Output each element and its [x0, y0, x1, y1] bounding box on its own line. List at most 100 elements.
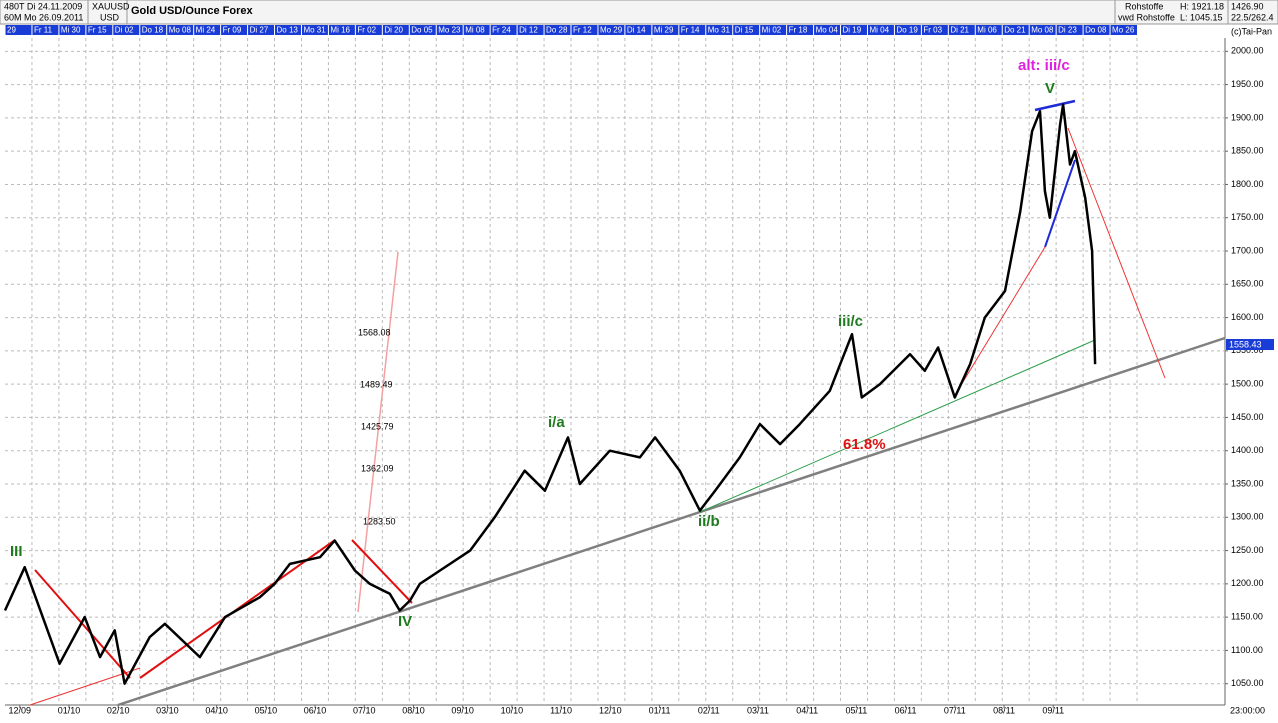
wave-label: ii/b [698, 513, 720, 530]
x-tick-label: 03/11 [747, 705, 769, 715]
fib-level: 1425.79 [361, 421, 394, 431]
fib-level: 1489.49 [360, 379, 393, 389]
price-box [1226, 339, 1274, 350]
group: Rohstoffe [1125, 1, 1163, 11]
y-tick-label: 1800.00 [1231, 179, 1264, 189]
fib-level: 1568.08 [358, 327, 391, 337]
date-label: Mo 08 [1031, 26, 1054, 35]
y-tick-label: 1050.00 [1231, 678, 1264, 688]
date-label: Fr 15 [88, 26, 107, 35]
y-tick-label: 1550.00 [1231, 345, 1264, 355]
x-tick-label: 07/10 [353, 705, 376, 715]
channel-line [1044, 159, 1076, 248]
arrow [351, 539, 413, 604]
date-label: Mo 26 [1112, 26, 1135, 35]
date-label: Di 27 [250, 26, 269, 35]
x-tick-label: 08/11 [993, 705, 1015, 715]
y-tick-label: 1450.00 [1231, 412, 1264, 422]
x-tick-label: 06/10 [304, 705, 327, 715]
date-label: Mo 23 [438, 26, 461, 35]
fib-level: 1283.50 [363, 516, 396, 526]
x-tick-label: 07/11 [944, 705, 966, 715]
interval: 60M Mo 26.09.2011 [4, 12, 83, 22]
date-label: Fr 02 [357, 26, 376, 35]
date-label: Do 08 [1085, 26, 1107, 35]
date-label: Mo 08 [169, 26, 192, 35]
wave-label: alt: iii/c [1018, 57, 1070, 74]
x-tick-label: 08/10 [402, 705, 425, 715]
date-label: Fr 09 [223, 26, 242, 35]
y-tick-label: 1600.00 [1231, 312, 1264, 322]
date-label: Do 18 [142, 26, 164, 35]
y-tick-label: 1950.00 [1231, 79, 1264, 89]
arrow [34, 569, 131, 679]
trend-line [1067, 127, 1166, 379]
y-tick-label: 1700.00 [1231, 245, 1264, 255]
date-label: Di 12 [519, 26, 538, 35]
x-tick-label: 12/09 [8, 705, 31, 715]
date-label: Fr 24 [492, 26, 511, 35]
date-label: Do 13 [277, 26, 299, 35]
current-price: 1558.43 [1229, 339, 1262, 349]
date-label: Di 19 [843, 26, 862, 35]
wave-label: III [10, 543, 23, 560]
date-label: Fr 14 [681, 26, 700, 35]
date-label: Mi 02 [762, 26, 782, 35]
y-tick-label: 1150.00 [1231, 612, 1263, 622]
price-line [3, 103, 1097, 685]
range: 22.5/262.4 [1231, 12, 1274, 22]
date-label: Fr 12 [573, 26, 592, 35]
x-tick-label: 06/11 [895, 705, 917, 715]
date-label: Di 23 [1058, 26, 1077, 35]
date-label: Mi 16 [330, 26, 350, 35]
x-tick-label: 09/11 [1042, 705, 1064, 715]
channel-line [1034, 99, 1076, 112]
date-label: Do 21 [1004, 26, 1026, 35]
time: 23:00:00 [1230, 705, 1265, 715]
y-tick-label: 1100.00 [1231, 645, 1263, 655]
y-tick-label: 1300.00 [1231, 512, 1264, 522]
wave-label: IV [398, 613, 412, 630]
date-label: Di 02 [115, 26, 134, 35]
wave-label: iii/c [838, 313, 863, 330]
wave-label: V [1045, 80, 1055, 97]
support-line [117, 336, 1226, 707]
date-label: Mo 04 [816, 26, 839, 35]
trend-line [699, 339, 1096, 513]
y-tick-label: 2000.00 [1231, 46, 1264, 56]
x-tick-label: 05/11 [845, 705, 867, 715]
grid: 1050.00 1100.00 1150.00 1200.00 1250.00 1300.… [5, 38, 1264, 715]
date-label: Fr 18 [789, 26, 808, 35]
x-tick-label: 01/11 [649, 705, 671, 715]
y-tick-label: 1900.00 [1231, 112, 1264, 122]
date-label: Do 28 [546, 26, 568, 35]
y-tick-label: 1400.00 [1231, 445, 1264, 455]
date-label: Do 19 [896, 26, 918, 35]
x-tick-label: 12/10 [599, 705, 622, 715]
x-tick-label: 09/10 [451, 705, 474, 715]
date-label: Mi 06 [977, 26, 997, 35]
currency: USD [100, 12, 120, 22]
high: H: 1921.18 [1180, 1, 1224, 11]
series [3, 103, 1097, 685]
x-tick-label: 02/11 [698, 705, 720, 715]
date-label: Di 20 [384, 26, 403, 35]
date-labels: 29 Fr 11 Mi 30 Fr 15 Di 02 Do 18 Mo 08 Mi 24 Fr … [4, 25, 1135, 35]
x-tick-label: 03/10 [156, 705, 179, 715]
date-label: Do 05 [411, 26, 433, 35]
x-tick-label: 05/10 [255, 705, 278, 715]
wave-label: i/a [548, 414, 565, 431]
date-label: Mo 31 [303, 26, 326, 35]
date-label: 29 [7, 26, 16, 35]
x-tick-label: 04/11 [796, 705, 818, 715]
y-tick-label: 1650.00 [1231, 279, 1264, 289]
title: Gold USD/Ounce Forex [131, 5, 254, 17]
header-bar [0, 0, 1278, 25]
date-label: Mi 08 [465, 26, 485, 35]
date-label: Mi 29 [654, 26, 674, 35]
trend-line [954, 246, 1046, 396]
date-label: Fr 03 [923, 26, 942, 35]
